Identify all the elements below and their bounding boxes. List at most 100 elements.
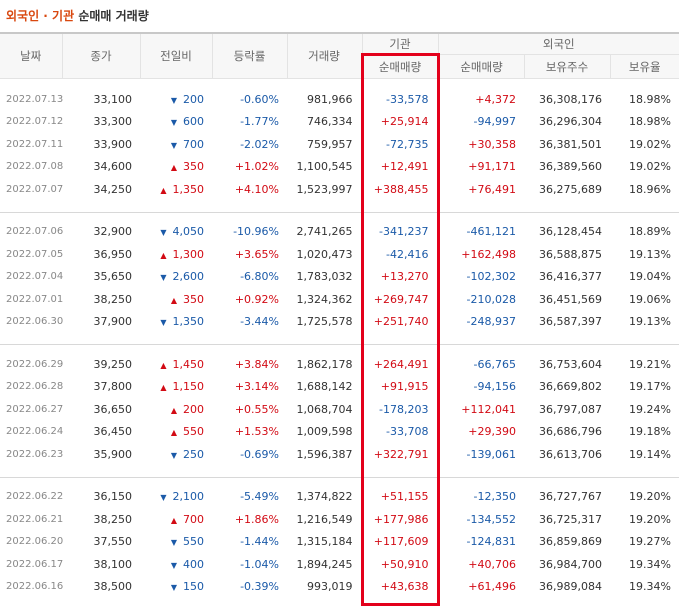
holdings-cell: 36,296,304 xyxy=(539,115,602,129)
rate-cell: +1.53% xyxy=(234,425,279,439)
change-value: 2,100 xyxy=(172,490,205,504)
rate-cell: +3.65% xyxy=(234,247,279,261)
ratio-cell: 19.21% xyxy=(629,357,671,371)
header-cell: 전일비 xyxy=(139,32,212,79)
spacer-cell xyxy=(360,200,440,213)
date-cell: 2022.06.20 xyxy=(6,536,64,548)
change-value: 700 xyxy=(183,512,204,526)
institution-cell: +91,915 xyxy=(360,375,440,398)
change-value: 1,300 xyxy=(172,247,205,261)
header-cell: 등락률 xyxy=(211,32,287,79)
institution-cell: -178,203 xyxy=(360,398,440,421)
institution-cell: +269,747 xyxy=(360,288,440,311)
date-cell: 2022.06.16 xyxy=(6,581,64,593)
holdings-cell: 36,451,569 xyxy=(539,292,602,306)
volume-cell: 1,068,704 xyxy=(296,402,353,416)
spacer-cell xyxy=(62,333,140,345)
close-cell: 36,450 xyxy=(93,425,133,439)
volume-cell: 1,894,245 xyxy=(296,557,353,571)
spacer-cell xyxy=(62,345,140,354)
spacer-cell xyxy=(62,212,140,221)
date-cell: 2022.07.08 xyxy=(6,161,64,173)
volume-cell: 1,862,178 xyxy=(296,357,353,371)
volume-cell: 1,783,032 xyxy=(296,270,353,284)
rate-cell: +0.92% xyxy=(234,292,279,306)
change-cell: ▼ 400 xyxy=(140,553,212,576)
change-cell: ▼ 150 xyxy=(140,576,212,599)
data-row: 2022.06.28 37,800 ▲ 1,150 +3.14% 1,688,142 +91… xyxy=(0,375,679,398)
spacer-cell xyxy=(524,345,610,354)
volume-cell: 746,334 xyxy=(307,115,353,129)
change-value: 350 xyxy=(183,292,204,306)
spacer-cell xyxy=(360,598,440,606)
institution-cell: +51,155 xyxy=(360,485,440,508)
close-cell: 37,550 xyxy=(93,535,133,549)
close-cell: 36,150 xyxy=(93,490,133,504)
header-subcell: 보유율 xyxy=(609,54,679,79)
data-row: 2022.06.27 36,650 ▲ 200 +0.55% 1,068,704 -178,… xyxy=(0,398,679,421)
spacer-cell xyxy=(360,212,440,221)
foreign-cell: +162,498 xyxy=(461,247,516,261)
holdings-cell: 36,389,560 xyxy=(539,160,602,174)
ratio-cell: 19.14% xyxy=(629,447,671,461)
spacer-cell xyxy=(287,345,362,354)
change-arrow: ▼ xyxy=(170,118,177,128)
spacer-cell xyxy=(0,345,62,354)
foreign-cell: +29,390 xyxy=(468,425,516,439)
ratio-cell: 19.18% xyxy=(629,425,671,439)
change-value: 1,150 xyxy=(172,380,205,394)
volume-cell: 1,725,578 xyxy=(296,315,353,329)
holdings-cell: 36,686,796 xyxy=(539,425,602,439)
data-row: 2022.06.29 39,250 ▲ 1,450 +3.84% 1,862,178 +26… xyxy=(0,353,679,376)
change-value: 150 xyxy=(183,580,204,594)
spacer-cell xyxy=(140,200,212,213)
spacer-cell xyxy=(524,333,610,345)
ratio-cell: 19.27% xyxy=(629,535,671,549)
institution-cell: +388,455 xyxy=(360,178,440,201)
ratio-cell: 19.20% xyxy=(629,512,671,526)
change-arrow: ▼ xyxy=(170,583,177,593)
close-cell: 33,900 xyxy=(93,137,133,151)
data-row: 2022.07.12 33,300 ▼ 600 -1.77% 746,334 +25,914… xyxy=(0,110,679,133)
change-arrow: ▲ xyxy=(170,295,177,305)
spacer-row xyxy=(0,333,679,345)
holdings-cell: 36,416,377 xyxy=(539,270,602,284)
header-cell: 기관 xyxy=(361,32,438,55)
data-row: 2022.07.11 33,900 ▼ 700 -2.02% 759,957 -72,735… xyxy=(0,133,679,156)
spacer-cell xyxy=(0,598,62,605)
change-cell: ▼ 700 xyxy=(140,133,212,156)
institution-cell: -42,416 xyxy=(360,243,440,266)
change-cell: ▼ 4,050 xyxy=(140,221,212,244)
spacer-row xyxy=(0,344,679,354)
spacer-cell xyxy=(610,333,679,345)
change-cell: ▼ 550 xyxy=(140,531,212,554)
spacer-cell xyxy=(287,477,362,486)
spacer-cell xyxy=(360,344,440,353)
spacer-cell xyxy=(524,465,610,478)
change-cell: ▲ 1,450 xyxy=(140,353,212,376)
holdings-cell: 36,587,397 xyxy=(539,315,602,329)
change-arrow: ▼ xyxy=(170,140,177,150)
spacer-cell xyxy=(212,345,287,354)
change-arrow: ▼ xyxy=(160,273,167,283)
spacer-cell xyxy=(0,79,62,89)
institution-cell: +43,638 xyxy=(360,575,440,598)
foreign-cell: -94,997 xyxy=(473,115,516,129)
spacer-cell xyxy=(140,333,212,345)
close-cell: 35,900 xyxy=(93,447,133,461)
foreign-cell: -134,552 xyxy=(466,512,516,526)
holdings-cell: 36,588,875 xyxy=(539,247,602,261)
close-cell: 38,250 xyxy=(93,292,133,306)
rate-cell: -0.39% xyxy=(240,580,279,594)
spacer-cell xyxy=(438,345,524,354)
date-cell: 2022.06.29 xyxy=(6,358,64,370)
spacer-row xyxy=(0,465,679,478)
holdings-cell: 36,989,084 xyxy=(539,580,602,594)
spacer-cell xyxy=(610,465,679,478)
close-cell: 33,300 xyxy=(93,115,133,129)
spacer-cell xyxy=(610,200,679,213)
rate-cell: +4.10% xyxy=(234,182,279,196)
rate-cell: -1.44% xyxy=(240,535,279,549)
close-cell: 34,600 xyxy=(93,160,133,174)
foreign-cell: +76,491 xyxy=(468,182,516,196)
